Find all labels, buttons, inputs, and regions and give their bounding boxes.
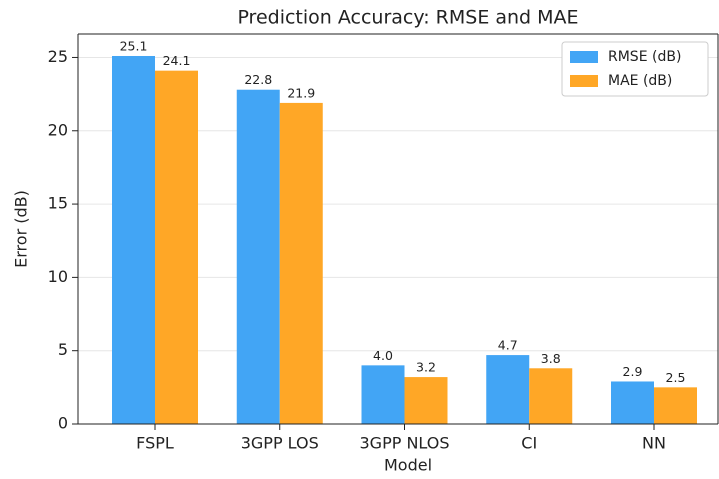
bar [361,365,405,424]
bar [611,381,654,424]
bar [654,387,697,424]
y-tick-label: 20 [48,120,68,139]
y-tick-label: 10 [48,267,68,286]
x-axis-label: Model [384,456,432,475]
x-tick-label: NN [642,434,666,453]
value-label: 4.7 [498,338,518,353]
bar [529,368,573,424]
y-tick-label: 0 [58,414,68,433]
value-label: 24.1 [163,53,191,68]
legend-swatch [570,51,598,63]
x-tick-label: 3GPP LOS [241,434,319,453]
y-tick-label: 25 [48,47,68,66]
bar [279,102,323,424]
value-label: 3.8 [541,351,561,366]
value-label: 25.1 [120,38,148,53]
bar [112,55,155,424]
y-tick-label: 5 [58,340,68,359]
x-tick-label: FSPL [136,434,174,453]
legend-swatch [570,75,598,87]
value-label: 21.9 [287,85,315,100]
chart-title: Prediction Accuracy: RMSE and MAE [237,7,578,29]
value-label: 2.9 [623,364,643,379]
legend-label: MAE (dB) [608,73,672,89]
x-tick-label: CI [521,434,537,453]
value-label: 2.5 [666,370,686,385]
value-label: 4.0 [373,348,393,363]
x-tick-label: 3GPP NLOS [359,434,449,453]
y-tick-label: 15 [48,194,68,213]
bar [236,89,280,424]
y-axis-label: Error (dB) [12,190,31,268]
value-label: 3.2 [416,360,436,375]
bar [155,70,198,424]
legend-label: RMSE (dB) [608,49,681,65]
bar [404,377,448,424]
value-label: 22.8 [244,72,272,87]
legend-box [561,41,709,97]
bar [486,355,530,424]
legend: RMSE (dB) MAE (dB) [561,41,709,97]
